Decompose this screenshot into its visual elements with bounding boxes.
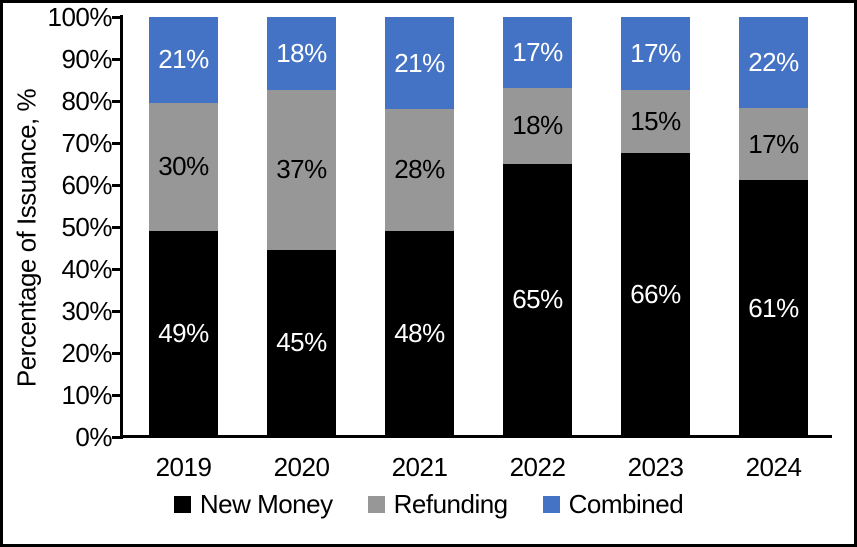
bar-segment-label: 65%	[512, 284, 563, 315]
y-tick-mark	[112, 225, 121, 229]
bar-segment-label: 18%	[512, 110, 563, 141]
bar-segment-label: 61%	[748, 292, 799, 323]
bar-segment-label: 30%	[158, 151, 209, 182]
legend: New Money Refunding Combined	[0, 487, 857, 521]
y-tick-label-60: 60%	[61, 170, 112, 200]
bar-2023: 17% 15% 66%	[621, 17, 690, 436]
y-tick-mark	[112, 267, 121, 271]
bar-segment-label: 15%	[630, 106, 681, 137]
bar-segment-combined-2023: 17%	[621, 17, 690, 90]
bar-segment-refunding-2021: 28%	[385, 109, 454, 231]
x-axis-line	[120, 435, 832, 438]
bar-segment-new-money-2020: 45%	[267, 249, 336, 436]
bar-2022: 17% 18% 65%	[503, 17, 572, 436]
bar-segment-label: 45%	[276, 327, 327, 358]
legend-item-combined: Combined	[542, 488, 684, 520]
y-tick-label-10: 10%	[61, 380, 112, 410]
bar-segment-combined-2022: 17%	[503, 17, 572, 88]
bar-segment-label: 21%	[158, 44, 209, 75]
y-tick-mark	[112, 99, 121, 103]
legend-swatch-icon	[542, 495, 560, 513]
legend-label: Refunding	[393, 488, 509, 519]
x-category-label-2019: 2019	[155, 452, 212, 482]
y-tick-label-70: 70%	[61, 128, 112, 158]
bar-segment-label: 17%	[748, 128, 799, 159]
bar-segment-label: 37%	[276, 154, 327, 185]
bar-segment-combined-2024: 22%	[739, 17, 808, 108]
bar-2021: 21% 28% 48%	[385, 17, 454, 437]
bar-segment-new-money-2021: 48%	[385, 230, 454, 437]
bar-segment-combined-2019: 21%	[149, 17, 218, 103]
bar-segment-combined-2021: 21%	[385, 17, 454, 110]
y-tick-label-100: 100%	[47, 2, 113, 32]
x-category-label-2021: 2021	[391, 452, 448, 482]
bar-segment-new-money-2022: 65%	[503, 163, 572, 436]
y-tick-mark	[112, 57, 121, 61]
bar-segment-label: 18%	[276, 38, 327, 69]
y-tick-label-40: 40%	[61, 254, 112, 284]
bar-2024: 22% 17% 61%	[739, 17, 808, 436]
bar-segment-label: 49%	[158, 317, 209, 348]
bar-segment-label: 22%	[748, 46, 799, 77]
y-tick-mark	[112, 351, 121, 355]
bar-segment-new-money-2024: 61%	[739, 180, 808, 436]
legend-swatch-icon	[367, 495, 385, 513]
y-tick-label-90: 90%	[61, 44, 112, 74]
legend-label: Combined	[568, 488, 684, 519]
y-tick-mark	[112, 183, 121, 187]
bar-segment-refunding-2024: 17%	[739, 107, 808, 181]
bar-segment-label: 66%	[630, 279, 681, 310]
y-tick-mark	[112, 15, 121, 19]
bar-segment-new-money-2023: 66%	[621, 153, 690, 436]
y-tick-mark	[112, 393, 121, 397]
legend-label: New Money	[199, 488, 333, 519]
bar-segment-combined-2020: 18%	[267, 17, 336, 91]
y-tick-mark	[112, 141, 121, 145]
bar-segment-label: 48%	[394, 317, 445, 348]
bar-segment-label: 17%	[512, 36, 563, 67]
bar-segment-label: 17%	[630, 37, 681, 68]
bar-segment-new-money-2019: 49%	[149, 230, 218, 436]
legend-item-refunding: Refunding	[367, 488, 509, 520]
bar-segment-refunding-2022: 18%	[503, 87, 572, 164]
bar-segment-refunding-2019: 30%	[149, 102, 218, 231]
y-tick-label-80: 80%	[61, 86, 112, 116]
x-category-label-2020: 2020	[273, 452, 330, 482]
bar-segment-refunding-2023: 15%	[621, 89, 690, 154]
y-tick-label-30: 30%	[61, 296, 112, 326]
y-tick-mark	[112, 435, 121, 439]
legend-item-new-money: New Money	[173, 488, 333, 520]
y-tick-label-0: 0%	[75, 422, 112, 452]
y-tick-label-20: 20%	[61, 338, 112, 368]
legend-swatch-icon	[173, 495, 191, 513]
y-tick-label-50: 50%	[61, 212, 112, 242]
x-category-label-2023: 2023	[627, 452, 684, 482]
x-category-label-2022: 2022	[509, 452, 566, 482]
y-axis-line	[120, 15, 123, 439]
y-tick-mark	[112, 309, 121, 313]
bar-2019: 21% 30% 49%	[149, 17, 218, 436]
bar-2020: 18% 37% 45%	[267, 17, 336, 436]
bar-segment-label: 28%	[394, 154, 445, 185]
x-category-label-2024: 2024	[745, 452, 802, 482]
bar-segment-label: 21%	[394, 47, 445, 78]
bar-segment-refunding-2020: 37%	[267, 90, 336, 250]
